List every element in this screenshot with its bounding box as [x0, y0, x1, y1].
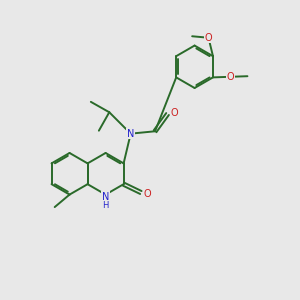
Text: N: N [102, 192, 109, 202]
Text: O: O [170, 108, 178, 118]
Text: N: N [127, 129, 134, 139]
Text: H: H [102, 201, 109, 210]
Text: O: O [144, 189, 151, 199]
Text: O: O [205, 33, 212, 43]
Text: O: O [226, 72, 234, 82]
